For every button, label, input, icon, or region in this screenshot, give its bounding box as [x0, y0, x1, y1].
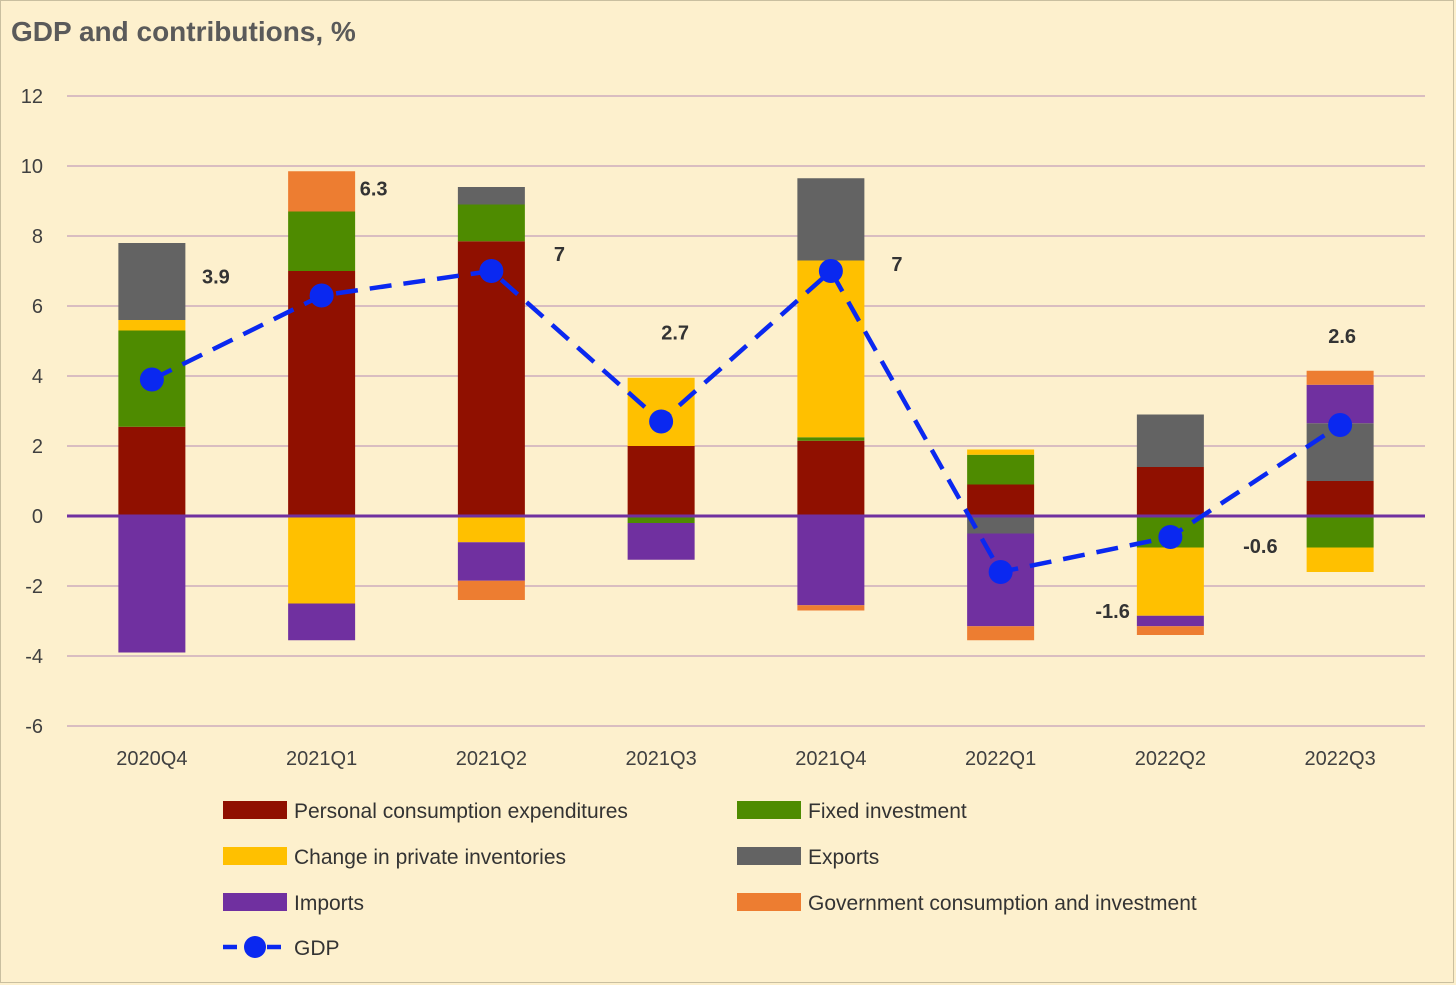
legend-label: Change in private inventories — [294, 846, 566, 869]
y-tick-label: -6 — [25, 716, 43, 738]
y-tick-label: 6 — [32, 296, 43, 318]
bar-segment — [118, 516, 186, 653]
bar-segment — [1306, 481, 1374, 516]
bar-segment — [627, 516, 695, 523]
legend-swatch — [737, 893, 801, 911]
gdp-point — [1328, 413, 1353, 437]
x-category-label: 2021Q4 — [795, 748, 866, 770]
bar-segment — [967, 626, 1035, 641]
bar-segment — [118, 426, 186, 516]
bar-segment — [288, 603, 356, 641]
bar-segment — [457, 580, 525, 600]
x-category-label: 2022Q2 — [1135, 748, 1206, 770]
y-tick-label: -2 — [25, 576, 43, 598]
x-axis-category-labels: 2020Q4 2021Q1 2021Q2 2021Q3 2021Q4 2022Q1 2022… — [116, 748, 1375, 770]
gdp-point — [1158, 525, 1183, 549]
gdp-point — [309, 283, 334, 308]
legend-label: Imports — [294, 892, 364, 915]
gdp-series-line — [150, 267, 1342, 575]
gdp-data-label: 2.7 — [661, 323, 689, 345]
bar-segment — [797, 178, 865, 261]
legend-swatch — [223, 847, 287, 865]
gdp-point — [479, 259, 504, 283]
gdp-data-label: 3.9 — [202, 267, 230, 289]
gdp-data-labels: 3.9 6.3 7 2.7 7 -1.6 -0.6 2.6 — [202, 179, 1356, 624]
legend: Personal consumption expenditures Fixed i… — [223, 800, 1197, 960]
bar-segment — [457, 542, 525, 581]
bar-segment — [967, 449, 1035, 455]
bar-segment — [627, 446, 695, 516]
bar-segment — [457, 187, 525, 205]
y-tick-label: 0 — [32, 506, 43, 528]
bar-segment — [288, 171, 356, 212]
bar-segment — [1136, 467, 1204, 516]
bar-segment — [797, 516, 865, 606]
y-tick-label: 8 — [32, 226, 43, 248]
stacked-bars — [118, 171, 1374, 653]
bar-segment — [288, 271, 356, 516]
bar-segment — [1136, 626, 1204, 635]
gdp-point — [139, 367, 164, 392]
gdp-data-label: -0.6 — [1243, 536, 1277, 558]
bar-segment — [457, 204, 525, 242]
gdp-data-label: 6.3 — [360, 179, 388, 201]
bar-segment — [797, 440, 865, 516]
bar-segment — [118, 320, 186, 331]
y-tick-label: 2 — [32, 436, 43, 458]
gdp-point — [818, 259, 843, 283]
legend-label: GDP — [294, 937, 340, 960]
legend-gdp-marker — [244, 936, 266, 958]
legend-swatch — [223, 893, 287, 911]
bar-segment — [288, 516, 356, 604]
bar-segment — [118, 243, 186, 320]
y-tick-label: -4 — [25, 646, 43, 668]
gdp-point — [649, 409, 674, 434]
gdp-data-label: -1.6 — [1095, 601, 1129, 623]
bar-segment — [1306, 370, 1374, 385]
bar-segment — [1306, 547, 1374, 572]
chart-title: GDP and contributions, % — [11, 16, 356, 47]
y-tick-label: 12 — [21, 86, 43, 108]
gdp-data-label: 2.6 — [1328, 326, 1356, 348]
legend-label: Fixed investment — [808, 800, 967, 823]
legend-label: Personal consumption expenditures — [294, 800, 628, 823]
bar-segment — [967, 516, 1035, 534]
x-category-label: 2021Q1 — [286, 748, 357, 770]
legend-label: Exports — [808, 846, 879, 869]
legend-label: Government consumption and investment — [808, 892, 1197, 915]
bar-segment — [967, 454, 1035, 485]
legend-swatch — [737, 801, 801, 819]
y-tick-label: 10 — [21, 156, 43, 178]
bar-segment — [797, 437, 865, 441]
bar-segment — [457, 516, 525, 543]
bar-segment — [967, 484, 1035, 516]
legend-swatch — [223, 801, 287, 819]
y-tick-label: 4 — [32, 366, 43, 388]
bar-segment — [1136, 547, 1204, 616]
x-category-label: 2021Q3 — [626, 748, 697, 770]
x-category-label: 2022Q3 — [1305, 748, 1376, 770]
bar-segment — [797, 260, 865, 438]
bar-segment — [1306, 516, 1374, 548]
x-category-label: 2020Q4 — [116, 748, 187, 770]
bar-segment — [1136, 414, 1204, 467]
gdp-data-label: 7 — [554, 244, 565, 266]
gridlines — [67, 95, 1425, 727]
x-category-label: 2022Q1 — [965, 748, 1036, 770]
bar-segment — [797, 605, 865, 611]
bar-segment — [627, 523, 695, 560]
bar-segment — [1136, 615, 1204, 627]
x-category-label: 2021Q2 — [456, 748, 527, 770]
gdp-line — [139, 259, 1353, 584]
y-axis-tick-labels: -6 -4 -2 0 2 4 6 8 10 12 — [21, 86, 43, 738]
legend-swatch — [737, 847, 801, 865]
gdp-point — [988, 560, 1013, 584]
bar-segment — [288, 211, 356, 271]
bar-segment — [457, 241, 525, 516]
gdp-data-label: 7 — [891, 254, 902, 276]
